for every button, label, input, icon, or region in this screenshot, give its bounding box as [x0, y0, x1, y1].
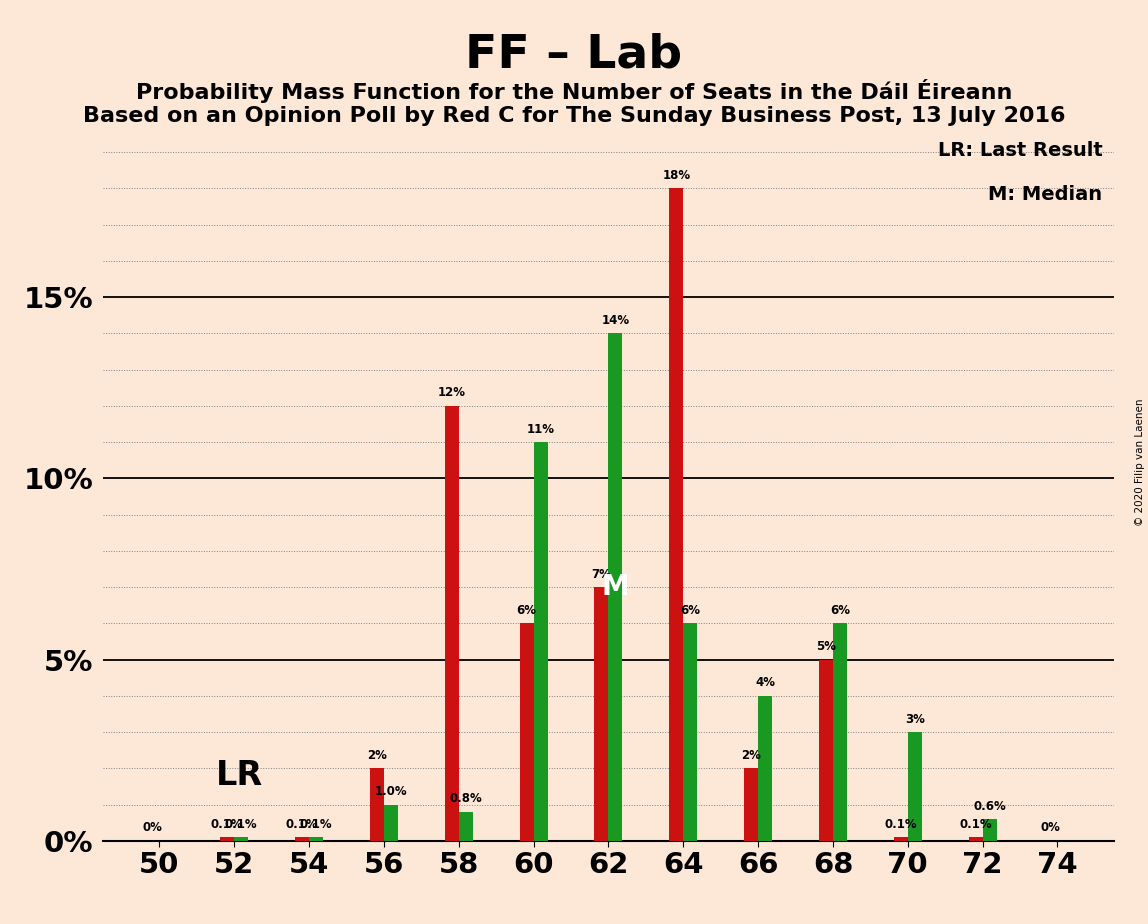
Text: LR: Last Result: LR: Last Result: [938, 141, 1102, 160]
Text: LR: LR: [216, 760, 263, 792]
Bar: [595, 587, 608, 841]
Text: Based on an Opinion Poll by Red C for The Sunday Business Post, 13 July 2016: Based on an Opinion Poll by Red C for Th…: [83, 106, 1065, 127]
Bar: [444, 406, 459, 841]
Text: 18%: 18%: [662, 169, 690, 182]
Text: 0.8%: 0.8%: [449, 792, 482, 806]
Text: 6%: 6%: [681, 603, 700, 617]
Bar: [983, 819, 996, 841]
Text: 7%: 7%: [591, 567, 612, 580]
Text: 6%: 6%: [830, 603, 850, 617]
Text: M: Median: M: Median: [988, 185, 1102, 203]
Bar: [758, 696, 773, 841]
Text: © 2020 Filip van Laenen: © 2020 Filip van Laenen: [1135, 398, 1145, 526]
Text: 0.6%: 0.6%: [974, 799, 1006, 812]
Text: 4%: 4%: [755, 676, 775, 689]
Text: 6%: 6%: [517, 603, 536, 617]
Bar: [383, 805, 398, 841]
Text: 2%: 2%: [367, 748, 387, 761]
Text: 11%: 11%: [527, 422, 554, 435]
Bar: [220, 837, 234, 841]
Bar: [534, 442, 548, 841]
Text: M: M: [602, 573, 629, 602]
Text: 0.1%: 0.1%: [211, 818, 243, 831]
Bar: [309, 837, 323, 841]
Text: 3%: 3%: [905, 712, 925, 725]
Bar: [833, 624, 847, 841]
Bar: [608, 334, 622, 841]
Text: 1.0%: 1.0%: [374, 785, 408, 798]
Bar: [295, 837, 309, 841]
Text: 5%: 5%: [816, 640, 836, 653]
Text: Probability Mass Function for the Number of Seats in the Dáil Éireann: Probability Mass Function for the Number…: [135, 79, 1013, 103]
Bar: [370, 769, 383, 841]
Bar: [669, 188, 683, 841]
Bar: [819, 660, 833, 841]
Bar: [908, 732, 922, 841]
Text: 0.1%: 0.1%: [960, 818, 992, 831]
Bar: [744, 769, 758, 841]
Text: FF – Lab: FF – Lab: [465, 32, 683, 78]
Text: 0%: 0%: [142, 821, 162, 834]
Text: 14%: 14%: [602, 314, 629, 327]
Text: 0%: 0%: [1040, 821, 1061, 834]
Bar: [683, 624, 697, 841]
Bar: [520, 624, 534, 841]
Text: 2%: 2%: [742, 748, 761, 761]
Text: 0.1%: 0.1%: [286, 818, 318, 831]
Text: 0.1%: 0.1%: [225, 818, 257, 831]
Bar: [894, 837, 908, 841]
Bar: [969, 837, 983, 841]
Text: 0.1%: 0.1%: [300, 818, 333, 831]
Bar: [459, 812, 473, 841]
Bar: [234, 837, 248, 841]
Text: 0.1%: 0.1%: [884, 818, 917, 831]
Text: 12%: 12%: [437, 386, 466, 399]
